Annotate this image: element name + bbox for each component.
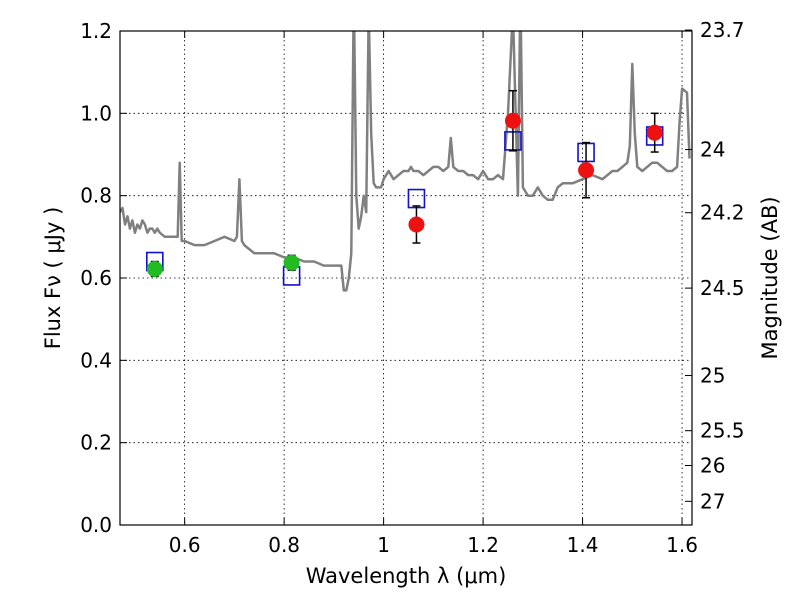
observed-optical-point: [283, 254, 300, 271]
axis-ticks: 0.6 0.8 1 1.2 1.4 1.6 0.0 0.2 0.4 0.6 0.8 1.0 1.2 23.…: [80, 18, 744, 557]
mag-tick-label: 26: [700, 453, 725, 477]
observed-nir-point: [646, 124, 663, 141]
mag-tick-label: 23.7: [700, 18, 745, 42]
x-tick-label: 1: [377, 533, 390, 557]
mag-tick-label: 24.5: [700, 276, 745, 300]
right-axis-label: Magnitude (AB): [758, 196, 782, 359]
x-tick-label: 0.6: [169, 533, 201, 557]
observed-optical-point: [146, 260, 163, 277]
observed-nir-point: [408, 216, 425, 233]
observed-nir-point: [504, 112, 521, 129]
x-tick-label: 0.8: [268, 533, 300, 557]
x-tick-label: 1.2: [467, 533, 499, 557]
y-tick-label: 0.0: [80, 513, 112, 537]
data-series: [120, 31, 691, 292]
observed-nir-point: [578, 162, 595, 179]
y-tick-label: 1.0: [80, 101, 112, 125]
spectrum-line: [120, 31, 691, 292]
mag-tick-label: 24: [700, 138, 725, 162]
x-axis-label: Wavelength λ (μm): [306, 564, 507, 588]
y-tick-label: 0.2: [80, 431, 112, 455]
y-tick-label: 0.6: [80, 266, 112, 290]
y-axis-label: Flux Fν ( μJy ): [41, 207, 65, 350]
mag-tick-label: 25: [700, 364, 725, 388]
y-tick-label: 1.2: [80, 19, 112, 43]
x-tick-label: 1.4: [567, 533, 599, 557]
mag-tick-label: 25.5: [700, 419, 745, 443]
y-tick-label: 0.8: [80, 184, 112, 208]
mag-tick-label: 24.2: [700, 201, 745, 225]
y-tick-label: 0.4: [80, 348, 112, 372]
mag-tick-label: 27: [700, 489, 725, 513]
x-tick-label: 1.6: [666, 533, 698, 557]
